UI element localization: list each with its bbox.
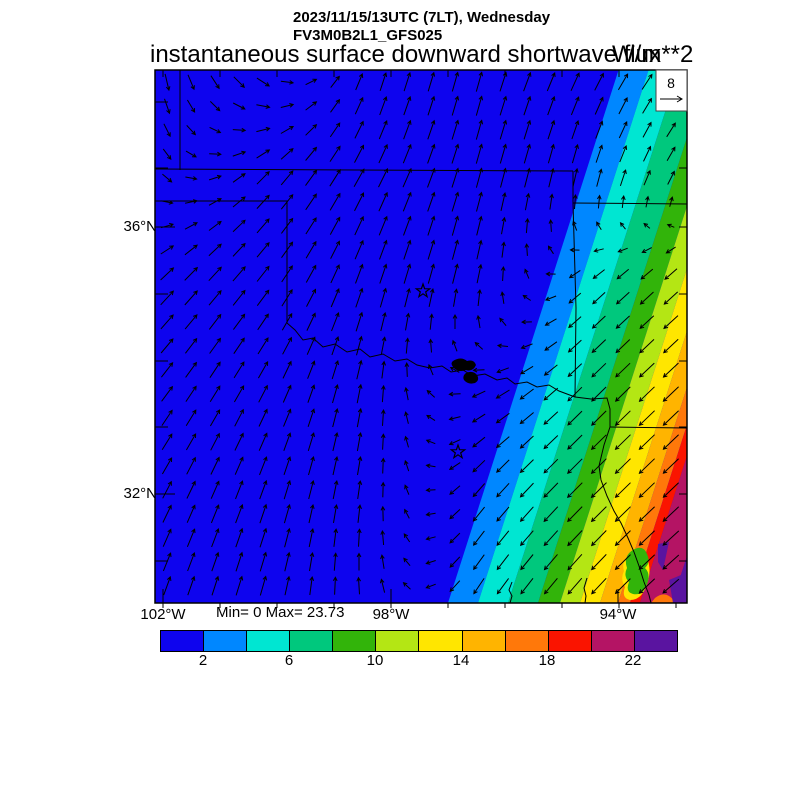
flux-band-10 — [640, 456, 687, 603]
plot-model-id: FV3M0B2L1_GFS025 — [293, 27, 443, 44]
colorbar-segment-6 — [419, 631, 463, 651]
plot-datetime: 2023/11/15/13UTC (7LT), Wednesday — [293, 9, 551, 26]
flux-blob-3 — [658, 542, 669, 570]
colorbar-segment-0 — [161, 631, 205, 651]
flux-band-11 — [672, 556, 687, 603]
flux-blob-1 — [625, 547, 649, 595]
min-max-stats: Min= 0 Max= 23.73 — [216, 604, 345, 621]
lake-1 — [463, 371, 479, 384]
border-path-9 — [508, 581, 513, 603]
lon-label-98w: 98°W — [372, 606, 410, 623]
flux-blob-4 — [669, 575, 687, 603]
colorbar-tick-label-22: 22 — [624, 652, 642, 669]
colorbar-segment-11 — [634, 631, 677, 651]
flux-wind-map: 8 — [154, 69, 688, 608]
colorbar-segment-1 — [204, 631, 248, 651]
colorbar-segment-3 — [290, 631, 334, 651]
wind-arrows — [160, 71, 680, 596]
border-path-7 — [609, 426, 687, 429]
reference-box-background — [655, 69, 688, 112]
colorbar — [160, 630, 678, 652]
colorbar-segment-2 — [247, 631, 291, 651]
border-path-10 — [583, 577, 588, 603]
city-star-1 — [449, 443, 467, 460]
wind-arrow-field — [160, 71, 680, 596]
border-path-3 — [572, 202, 687, 205]
lat-label-32n: 32°N — [123, 485, 157, 502]
lat-label-36n: 36°N — [123, 218, 157, 235]
plot-title: instantaneous surface downward shortwave… — [150, 41, 661, 68]
map-panel: 8 — [154, 69, 688, 608]
colorbar-tick-label-2: 2 — [198, 652, 208, 669]
lake-0 — [451, 358, 476, 371]
map-frame — [154, 69, 688, 604]
colorbar-segment-9 — [548, 631, 592, 651]
city-star-0 — [414, 282, 432, 299]
colorbar-tick-label-14: 14 — [452, 652, 470, 669]
border-path-6 — [574, 396, 611, 427]
flux-blob-2 — [651, 594, 674, 603]
colorbar-tick-label-18: 18 — [538, 652, 556, 669]
lon-label-102w: 102°W — [140, 606, 186, 623]
flux-band-6 — [580, 268, 687, 603]
colorbar-segment-10 — [591, 631, 635, 651]
colorbar-segment-7 — [462, 631, 506, 651]
colorbar-segment-5 — [376, 631, 420, 651]
colorbar-tick-label-6: 6 — [284, 652, 294, 669]
flux-band-4 — [538, 137, 687, 603]
lakes — [451, 358, 479, 384]
reference-vector-value: 8 — [667, 75, 675, 91]
plot-units: W/m**2 — [612, 41, 694, 68]
colorbar-segment-4 — [333, 631, 377, 651]
wind-reference-box: 8 — [655, 69, 688, 112]
border-path-5 — [286, 322, 576, 398]
colorbar-tick-label-10: 10 — [366, 652, 384, 669]
city-star-markers — [414, 282, 467, 460]
reference-arrow-icon — [660, 95, 683, 103]
flux-band-5 — [560, 206, 687, 603]
lon-label-94w: 94°W — [599, 606, 637, 623]
flux-shading — [155, 70, 687, 603]
colorbar-segment-8 — [505, 631, 549, 651]
border-path-4 — [155, 200, 288, 323]
